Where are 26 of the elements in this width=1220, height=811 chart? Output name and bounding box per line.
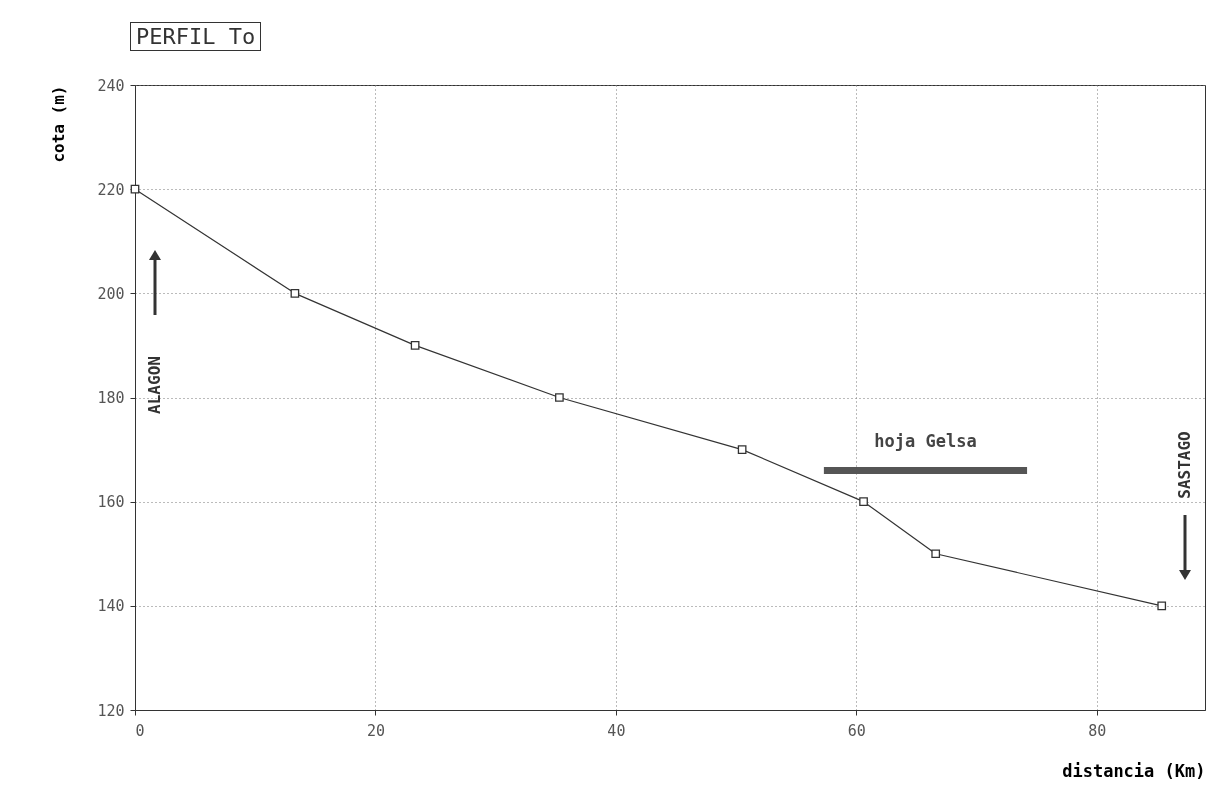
y-tick-label: 200: [97, 284, 125, 303]
annotation: ALAGON: [145, 356, 164, 414]
point: [859, 497, 868, 507]
x-tick-label: 40: [607, 721, 626, 740]
y-tick-label: 240: [97, 76, 125, 95]
y-axis-title: cota (m): [49, 85, 69, 163]
point: [410, 341, 420, 350]
point: [737, 445, 747, 454]
y-tick-label: 220: [97, 180, 125, 199]
y-tick-label: 120: [97, 701, 125, 720]
x-axis-title: distancia (Km): [1062, 760, 1206, 781]
point: [130, 184, 140, 194]
point: [290, 288, 300, 298]
point: [555, 393, 564, 402]
x-tick-label: 60: [847, 721, 866, 740]
x-tick-label: 0: [135, 721, 145, 740]
y-tick-label: 180: [97, 389, 125, 407]
x-tick-label: 20: [366, 721, 385, 740]
x-tick-label: 80: [1088, 721, 1107, 740]
annotation: SASTAGO: [1175, 431, 1194, 499]
series-label: hoja Gelsa: [874, 431, 977, 452]
point: [1157, 601, 1167, 611]
chart-title: PERFIL To: [130, 22, 262, 51]
y-tick-label: 140: [97, 597, 125, 616]
y-tick-label: 160: [97, 493, 125, 512]
point: [931, 549, 941, 559]
